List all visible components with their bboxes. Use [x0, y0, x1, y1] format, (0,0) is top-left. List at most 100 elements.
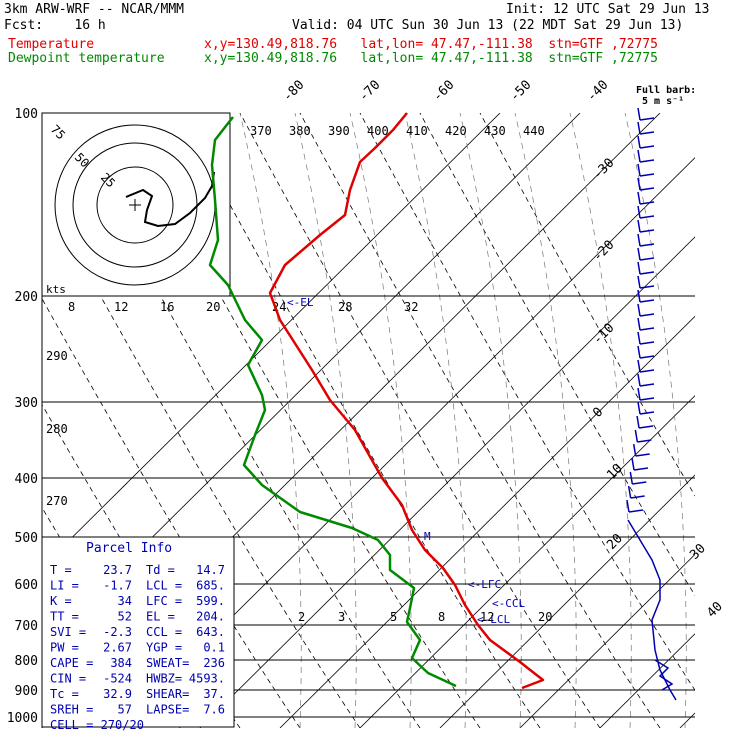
- level-markers: <-EL <-LFC <-CCL <-LCL M: [287, 296, 525, 626]
- parcel-value: 236: [203, 656, 225, 670]
- pressure-label-1000: 1000: [7, 711, 38, 726]
- mixing-ratio-label: 12: [480, 610, 494, 624]
- isotherm-label: -80: [280, 78, 307, 105]
- wind-barb-flag: [637, 233, 641, 247]
- parcel-info-box: Parcel Info T = 23.7 Td = 14.7 LI = -1.7 LCL =…: [41, 536, 235, 732]
- isotherm-label: -50: [507, 78, 534, 105]
- moist-adiabat: [624, 113, 687, 728]
- dry-adiabat: [239, 113, 601, 728]
- wind-barb: [639, 131, 655, 135]
- parcel-value: 7.6: [203, 703, 225, 717]
- wind-barb: [633, 467, 649, 471]
- hodo-ring-25: [96, 166, 174, 244]
- isotherm: [519, 553, 695, 728]
- wind-barb: [639, 145, 655, 149]
- hodo-speed-label: 28: [338, 300, 352, 314]
- temperature-location: x,y=130.49,818.76 lat,lon= 47.47,-111.38…: [204, 37, 658, 52]
- hodograph: 50 25 75 kts: [41, 112, 231, 297]
- wind-barb-flag: [637, 247, 641, 261]
- hodo-speed-label: 8: [68, 300, 75, 314]
- wind-barb-flag: [637, 317, 641, 331]
- wind-barb-flag: [637, 261, 641, 275]
- dry-adiabat: [42, 297, 301, 728]
- hodo-speed-label: 32: [404, 300, 418, 314]
- wind-barb-flag: [637, 205, 641, 219]
- moist-adiabat: [569, 113, 632, 728]
- wind-barb: [639, 397, 655, 401]
- temperature-legend: Temperature: [8, 37, 95, 52]
- left-theta-label: 290: [46, 349, 68, 363]
- pressure-label-100: 100: [15, 107, 38, 122]
- dewpoint-location: x,y=130.49,818.76 lat,lon= 47.47,-111.38…: [204, 51, 658, 66]
- parcel-value: 4593.: [189, 672, 225, 686]
- theta-label: 410: [406, 124, 428, 138]
- dry-adiabat: [299, 113, 661, 728]
- theta-label: 420: [445, 124, 467, 138]
- temperature-line: [268, 112, 545, 690]
- wind-barb: [637, 439, 652, 443]
- parcel-value: 37.: [203, 687, 225, 701]
- theta-label: 370: [250, 124, 272, 138]
- parcel-value: 685.: [196, 579, 225, 593]
- parcel-label: SHEAR=: [146, 687, 189, 701]
- wind-barb: [635, 453, 650, 457]
- barb-legend: Full barb: 5 m s⁻¹: [636, 85, 696, 107]
- wind-barb-flag: [637, 163, 641, 177]
- parcel-label: SREH =: [50, 703, 93, 717]
- mixing-ratio-label: 2: [298, 610, 305, 624]
- wind-barb-low: [627, 519, 677, 701]
- parcel-label: T =: [50, 563, 72, 577]
- series: [208, 112, 545, 690]
- wind-barb: [639, 243, 655, 247]
- moist-adiabat: [459, 113, 522, 728]
- wind-barb-flag: [637, 149, 641, 163]
- wind-barb-flag: [636, 415, 640, 429]
- hodo-speed-label: 16: [160, 300, 174, 314]
- parcel-label: LI =: [50, 579, 79, 593]
- moist-adiabat: [349, 113, 412, 728]
- wind-barb: [639, 411, 655, 415]
- dry-adiabat: [179, 113, 541, 728]
- theta-label: 430: [484, 124, 506, 138]
- pressure-label-700: 700: [15, 619, 38, 634]
- init-time: Init: 12 UTC Sat 29 Jun 13: [506, 2, 710, 17]
- wind-barb: [639, 355, 655, 359]
- wind-barb-flag: [637, 107, 641, 121]
- isotherm-label: -20: [590, 238, 617, 265]
- dry-adiabat: [419, 113, 695, 597]
- parcel-label: CELL = 270/20: [50, 718, 144, 732]
- wind-barb-flag: [627, 485, 632, 499]
- isotherm-label: 40: [704, 599, 726, 621]
- wind-barb: [628, 509, 644, 513]
- hodo-speed-label: 20: [206, 300, 220, 314]
- parcel-value: -524: [103, 672, 132, 686]
- wind-barb-flag: [637, 331, 641, 345]
- theta-label: 380: [289, 124, 311, 138]
- parcel-label: LAPSE=: [146, 703, 189, 717]
- model-title: 3km ARW-WRF -- NCAR/MMM: [4, 2, 185, 17]
- parcel-value: 14.7: [196, 563, 225, 577]
- wind-barb: [639, 215, 655, 219]
- wind-barb: [639, 229, 655, 233]
- wind-barb: [638, 425, 654, 429]
- wind-barb-flag: [637, 121, 641, 135]
- parcel-label: SWEAT=: [146, 656, 189, 670]
- parcel-value: -2.3: [103, 625, 132, 639]
- wind-barb: [639, 369, 655, 373]
- pressure-label-800: 800: [15, 654, 38, 669]
- isotherm: [679, 712, 695, 728]
- moist-adiabat: [239, 113, 302, 728]
- wind-barb-flag: [637, 401, 641, 415]
- wind-barb-flag: [637, 387, 641, 401]
- parcel-value: 23.7: [103, 563, 132, 577]
- isotherm-label: -70: [356, 78, 383, 105]
- wind-barb: [639, 341, 655, 345]
- parcel-value: 384: [110, 656, 132, 670]
- theta-label: 390: [328, 124, 350, 138]
- parcel-label: Td =: [146, 563, 175, 577]
- wind-barb-flag: [631, 457, 635, 471]
- wind-barb-flag: [634, 429, 639, 443]
- isotherm-label: -60: [430, 78, 457, 105]
